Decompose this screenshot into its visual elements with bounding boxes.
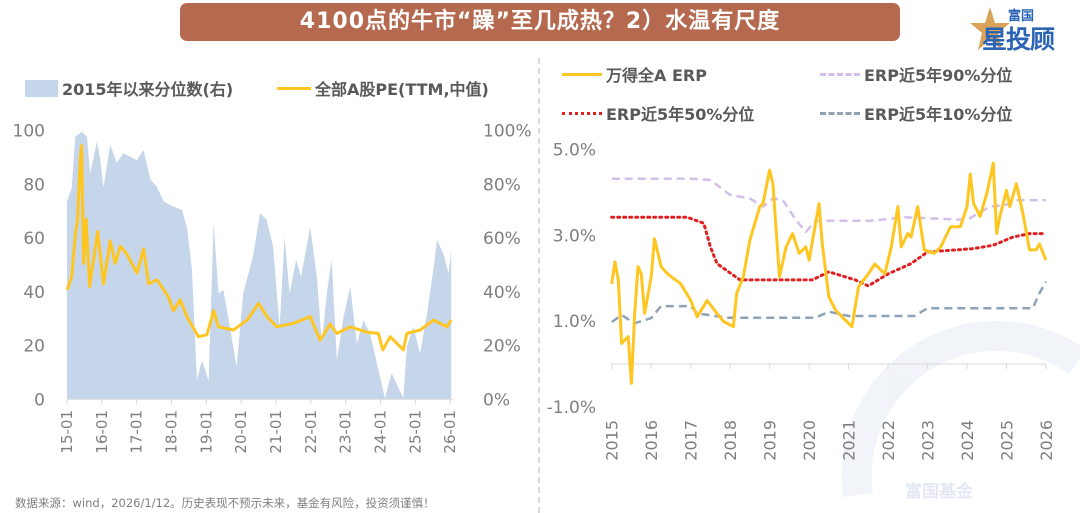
watermark-arc [841,320,1080,498]
watermark: 富国基金 [841,320,1080,502]
p10-line [610,280,1048,325]
pe-line [65,144,453,352]
legend-label: ERP近5年10%分位 [864,105,1013,124]
right-chart: -1.0% 1.0% 3.0% 5.0% 2015 2016 2017 2018 2019 202… [547,141,1056,461]
x-tick-label: 19-01 [197,410,215,454]
x-tick-label: 25-01 [406,410,424,454]
y-left-tick-label: 60 [23,229,45,249]
p50-line [610,215,1048,288]
x-tick-label: 18-01 [162,410,180,454]
title-banner: 4100点的牛市“躁”至几成热？2）水温有尺度 [180,3,900,41]
x-tick-label: 2025 [998,420,1017,461]
legend-item-pe: 全部A股PE(TTM,中值) [277,76,489,100]
legend-label: 2015年以来分位数(右) [62,80,234,99]
x-tick-label: 23-01 [337,410,355,454]
x-tick-label: 2017 [682,420,701,461]
x-tick-label: 22-01 [302,410,320,454]
legend-item-erp: 万得全A ERP [562,62,707,86]
x-tick-label: 2016 [642,420,661,461]
y-left-tick-label: 100 [13,122,45,142]
legend-swatch-dashed [820,72,860,76]
x-tick-label: 16-01 [93,410,111,454]
p90-line [611,177,1046,234]
y-tick-label: 3.0% [553,226,596,246]
page-title: 4100点的牛市“躁”至几成热？2）水温有尺度 [299,9,781,34]
watermark-text: 富国基金 [905,481,974,502]
x-tick-label: 2021 [840,420,859,461]
y-right-tick-label: 40% [483,283,521,303]
star-icon [970,7,1010,50]
x-tick-label: 2024 [958,420,977,461]
y-tick-label: -1.0% [547,398,596,418]
legend-label: 全部A股PE(TTM,中值) [315,80,489,99]
legend-swatch-dotted [562,111,602,115]
x-tick-label: 2020 [800,420,819,461]
legend-swatch-line [277,86,311,90]
x-tick-label: 2026 [1037,420,1056,461]
x-tick-label: 24-01 [371,410,389,454]
legend-swatch-dashed [820,111,860,115]
brand-logo: 富国 星投顾 [960,3,1075,54]
legend-item-p90: ERP近5年90%分位 [820,62,1012,86]
x-tick-label: 20-01 [232,410,250,454]
y-right-tick-label: 60% [483,229,521,249]
y-left-tick-label: 0 [34,390,45,410]
legend-item-p10: ERP近5年10%分位 [820,101,1012,125]
logo-text-bottom: 星投顾 [982,25,1055,54]
logo-text-top: 富国 [1008,9,1035,24]
y-left-tick-label: 40 [23,283,45,303]
x-tick-label: 26-01 [441,410,459,454]
y-right-tick-label: 100% [483,122,532,142]
chart-divider [538,58,540,513]
x-tick-label: 15-01 [58,410,76,454]
y-tick-label: 5.0% [553,141,596,161]
y-left-tick-label: 20 [23,337,45,357]
y-right-tick-label: 0% [483,390,510,410]
x-tick-label: 2018 [721,420,740,461]
x-tick-label: 21-01 [267,410,285,454]
legend-item-percentile: 2015年以来分位数(右) [25,76,233,100]
legend-swatch-line [562,72,602,76]
x-tick-label: 2019 [761,420,780,461]
x-tick-label: 2015 [603,420,622,461]
legend-label: ERP近5年50%分位 [606,105,755,124]
legend-label: 万得全A ERP [606,66,707,85]
left-chart: 0 20 40 60 80 100 0% 20% 40% 60% 80% 100% 15-01 16-01… [13,122,532,454]
y-tick-label: 1.0% [553,312,596,332]
source-footnote: 数据来源：wind，2026/1/12。历史表现不预示未来，基金有风险，投资须谨… [15,496,435,510]
y-right-tick-label: 80% [483,175,521,195]
y-right-tick-label: 20% [483,337,521,357]
x-tick-label: 2022 [879,420,898,461]
x-tick-label: 2023 [919,420,938,461]
percentile-area [67,131,452,400]
x-tick-label: 17-01 [128,410,146,454]
legend-swatch-area [25,79,58,97]
erp-line [610,161,1048,385]
legend-label: ERP近5年90%分位 [864,66,1013,85]
legend-item-p50: ERP近5年50%分位 [562,101,754,125]
y-left-tick-label: 80 [23,175,45,195]
